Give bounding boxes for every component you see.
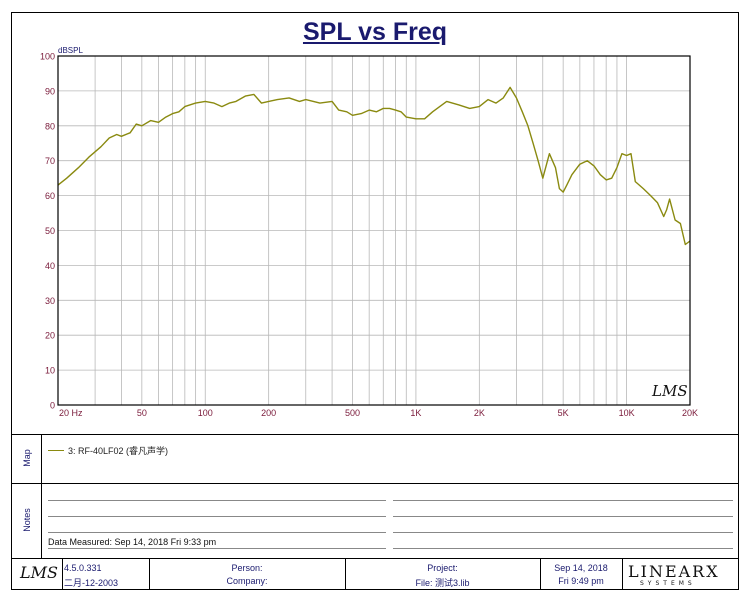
map-label: Map [22,449,32,467]
x-tick-label: 500 [345,408,360,418]
map-legend-entry: 3: RF-40LF02 (睿凡声学) [48,444,168,457]
lms-watermark: LMS [652,382,688,400]
x-tick-label: 10K [619,408,635,418]
outer-frame [11,12,739,590]
legend-label: 3: RF-40LF02 (睿凡声学) [68,446,169,456]
note-line [48,516,386,517]
x-tick-label: 1K [410,408,421,418]
note-line [393,516,733,517]
notes-divider [11,483,739,484]
footer-cell-divider [622,558,623,590]
footer-date: Sep 14, 2018 [554,563,608,573]
chart-title: SPL vs Freq [302,18,448,46]
linearx-brand: LINEARX [628,562,720,581]
person: Person: [231,563,263,573]
note-line [393,548,733,549]
y-tick-label: 20 [45,331,55,341]
x-tick-label: 20K [682,408,698,418]
footer-divider [11,558,739,559]
legend-line-swatch [48,450,64,451]
y-tick-label: 80 [45,121,55,131]
data-measured: Data Measured: Sep 14, 2018 Fri 9:33 pm [48,537,217,547]
y-tick-label: 30 [45,296,55,306]
y-tick-label: 70 [45,156,55,166]
spl-series-line [57,86,691,246]
plot-border [57,55,691,406]
file: File: 测试3.lib [415,578,470,588]
y-tick-label: 0 [50,401,55,411]
note-line [48,500,386,501]
linearx-brand-sub: SYSTEMS [640,580,696,587]
y-tick-label: 60 [45,191,55,201]
version: 4.5.0.331 [64,563,102,573]
x-tick-label: 200 [261,408,276,418]
x-tick-label: 100 [198,408,213,418]
x-tick-label: 50 [137,408,147,418]
footer-cell-divider [62,558,63,590]
x-tick-label: 5K [558,408,569,418]
y-tick-label: 90 [45,86,55,96]
note-line [393,532,733,533]
build-date: 二月-12-2003 [64,578,119,588]
x-tick-label: 2K [474,408,485,418]
y-tick-label: 40 [45,261,55,271]
lms-logo: LMS [20,563,58,582]
company: Company: [226,576,268,586]
y-tick-label: 50 [45,226,55,236]
note-line [393,500,733,501]
notes-label: Notes [22,508,32,532]
project: Project: [427,563,458,573]
map-divider [11,434,739,435]
side-label-divider [41,434,42,558]
footer-cell-divider [345,558,346,590]
footer-time: Fri 9:49 pm [558,576,604,586]
note-line [48,532,386,533]
x-tick-label: 20 Hz [59,408,83,418]
footer-cell-divider [540,558,541,590]
y-tick-label: 10 [45,366,55,376]
y-tick-label: 100 [40,52,55,62]
note-line [48,548,386,549]
y-axis-label: dBSPL [58,46,83,55]
footer-cell-divider [149,558,150,590]
